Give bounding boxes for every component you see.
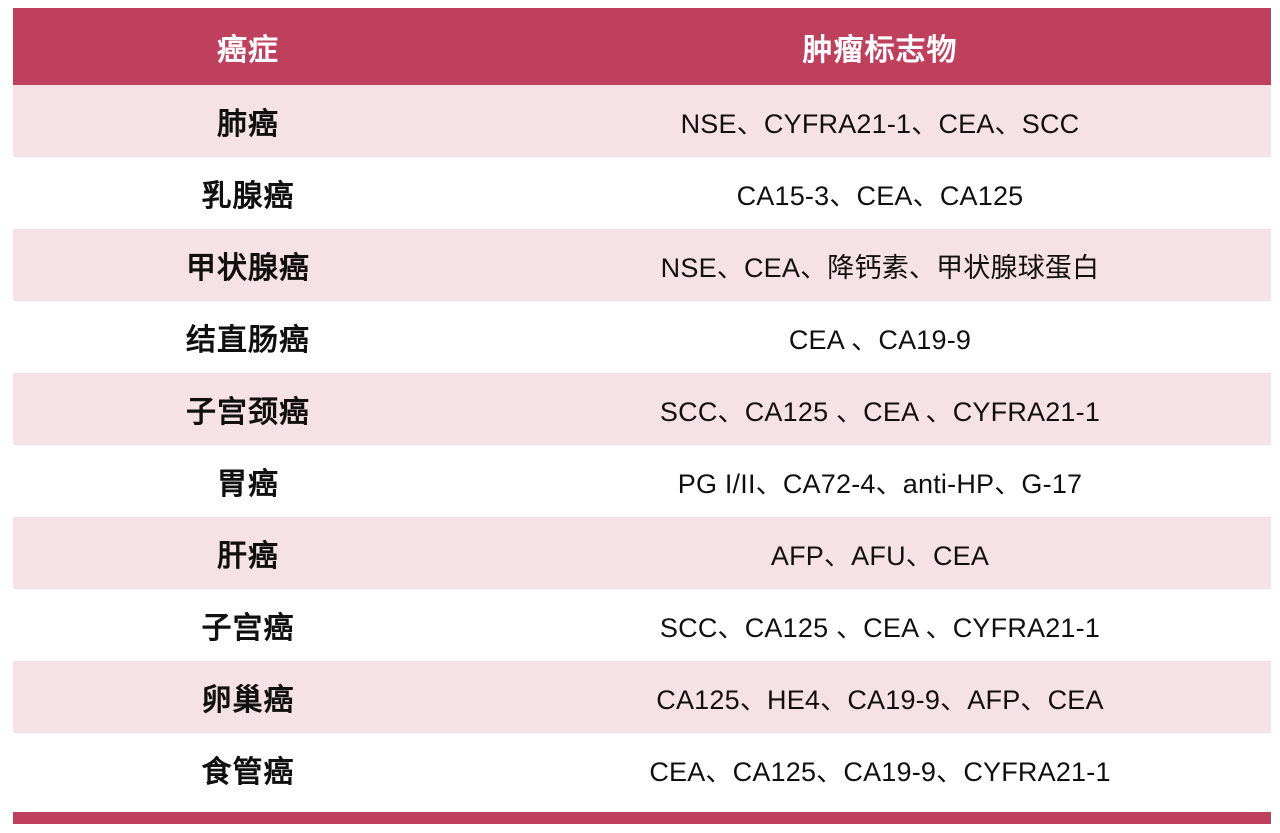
cell-cancer: 肝癌 xyxy=(13,517,483,589)
cancer-marker-table: 癌症 肿瘤标志物 肺癌 NSE、CYFRA21-1、CEA、SCC 乳腺癌 CA… xyxy=(13,8,1271,805)
cell-markers: CEA、CA125、CA19-9、CYFRA21-1 xyxy=(483,733,1271,805)
cell-cancer: 结直肠癌 xyxy=(13,301,483,373)
cell-cancer: 肺癌 xyxy=(13,85,483,157)
cell-markers: SCC、CA125 、CEA 、CYFRA21-1 xyxy=(483,373,1271,445)
table-row: 乳腺癌 CA15-3、CEA、CA125 xyxy=(13,157,1271,229)
cell-markers: PG I/II、CA72-4、anti-HP、G-17 xyxy=(483,445,1271,517)
table-row: 肺癌 NSE、CYFRA21-1、CEA、SCC xyxy=(13,85,1271,157)
cell-cancer: 乳腺癌 xyxy=(13,157,483,229)
cell-markers: NSE、CYFRA21-1、CEA、SCC xyxy=(483,85,1271,157)
cell-markers: CA125、HE4、CA19-9、AFP、CEA xyxy=(483,661,1271,733)
header-row: 癌症 肿瘤标志物 xyxy=(13,8,1271,85)
table-row: 胃癌 PG I/II、CA72-4、anti-HP、G-17 xyxy=(13,445,1271,517)
table-bottom-rule xyxy=(13,812,1271,824)
table-row: 子宫癌 SCC、CA125 、CEA 、CYFRA21-1 xyxy=(13,589,1271,661)
cell-cancer: 食管癌 xyxy=(13,733,483,805)
cell-cancer: 子宫癌 xyxy=(13,589,483,661)
table-body: 肺癌 NSE、CYFRA21-1、CEA、SCC 乳腺癌 CA15-3、CEA、… xyxy=(13,85,1271,805)
table-row: 甲状腺癌 NSE、CEA、降钙素、甲状腺球蛋白 xyxy=(13,229,1271,301)
cell-cancer: 卵巢癌 xyxy=(13,661,483,733)
cell-cancer: 甲状腺癌 xyxy=(13,229,483,301)
cell-markers: CEA 、CA19-9 xyxy=(483,301,1271,373)
cell-markers: AFP、AFU、CEA xyxy=(483,517,1271,589)
cell-cancer: 胃癌 xyxy=(13,445,483,517)
table-row: 结直肠癌 CEA 、CA19-9 xyxy=(13,301,1271,373)
table-header: 癌症 肿瘤标志物 xyxy=(13,8,1271,85)
table-row: 卵巢癌 CA125、HE4、CA19-9、AFP、CEA xyxy=(13,661,1271,733)
cell-markers: CA15-3、CEA、CA125 xyxy=(483,157,1271,229)
cell-markers: SCC、CA125 、CEA 、CYFRA21-1 xyxy=(483,589,1271,661)
cell-cancer: 子宫颈癌 xyxy=(13,373,483,445)
table-row: 肝癌 AFP、AFU、CEA xyxy=(13,517,1271,589)
table-row: 食管癌 CEA、CA125、CA19-9、CYFRA21-1 xyxy=(13,733,1271,805)
column-header-cancer: 癌症 xyxy=(13,8,483,85)
table-row: 子宫颈癌 SCC、CA125 、CEA 、CYFRA21-1 xyxy=(13,373,1271,445)
cell-markers: NSE、CEA、降钙素、甲状腺球蛋白 xyxy=(483,229,1271,301)
column-header-markers: 肿瘤标志物 xyxy=(483,8,1271,85)
